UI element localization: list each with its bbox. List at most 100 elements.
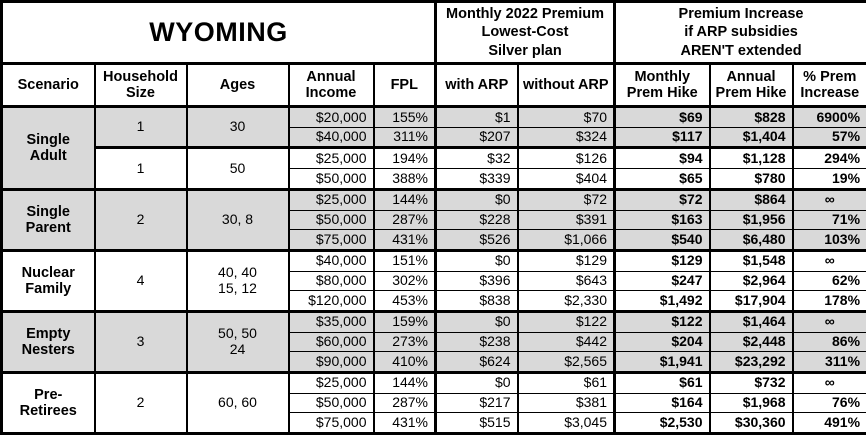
with-arp-cell: $838	[434, 290, 519, 312]
ages-cell: 30	[185, 105, 290, 149]
with-arp-cell: $0	[434, 309, 519, 333]
without-arp-cell: $381	[516, 392, 616, 414]
household-size-cell: 1	[93, 105, 188, 149]
fpl-cell: 144%	[372, 187, 437, 211]
pct-increase-cell: 76%	[791, 392, 866, 414]
pct-increase-cell: ∞	[791, 309, 866, 333]
income-cell: $90,000	[287, 351, 375, 373]
without-arp-cell: $61	[516, 370, 616, 394]
annual-hike-cell: $23,292	[708, 351, 794, 373]
income-cell: $50,000	[287, 209, 375, 231]
annual-hike-cell: $864	[708, 187, 794, 211]
table-row: 1 50 $25,000 194% $32 $126 $94 $1,128 29…	[2, 146, 866, 190]
fpl-cell: 302%	[372, 270, 437, 292]
with-arp-cell: $217	[434, 392, 519, 414]
without-arp-cell: $129	[516, 248, 616, 272]
income-cell: $25,000	[287, 370, 375, 394]
annual-hike-cell: $1,548	[708, 248, 794, 272]
without-arp-cell: $126	[516, 146, 616, 170]
scenario-cell: Single Adult	[0, 106, 96, 190]
table-row: Pre- Retirees 2 60, 60 $25,000 144% $0 $…	[0, 370, 866, 435]
pct-increase-cell: ∞	[791, 370, 866, 394]
with-arp-cell: $207	[434, 126, 519, 149]
annual-hike-cell: $828	[708, 106, 794, 128]
table-row: $50,000 287% $217 $381 $164 $1,968 76%	[2, 392, 866, 414]
household-size-cell: 1	[93, 146, 188, 190]
fpl-cell: 144%	[372, 370, 437, 394]
col-header-scenario: Scenario	[0, 63, 96, 108]
with-arp-cell: $228	[434, 209, 519, 231]
table-row: $50,000 287% $228 $391 $163 $1,956 71%	[2, 209, 866, 231]
with-arp-cell: $339	[434, 168, 519, 190]
fpl-cell: 311%	[372, 126, 437, 149]
income-cell: $120,000	[287, 290, 375, 312]
pct-increase-cell: ∞	[791, 187, 866, 211]
col-header-monthly-hike: Monthly Prem Hike	[613, 63, 711, 108]
without-arp-cell: $643	[516, 270, 616, 292]
pct-increase-cell: 178%	[791, 290, 866, 312]
monthly-hike-cell: $163	[613, 209, 711, 231]
annual-hike-cell: $1,128	[708, 146, 794, 170]
col-header-without-arp: without ARP	[516, 63, 616, 108]
annual-hike-cell: $30,360	[708, 412, 794, 434]
table-row: Empty Nesters 3 50, 50 24 $35,000 159% $…	[0, 309, 866, 373]
table-row: $80,000 302% $396 $643 $247 $2,964 62%	[2, 270, 866, 292]
scenario-cell: Pre- Retirees	[0, 370, 96, 435]
fpl-cell: 273%	[372, 331, 437, 353]
table-row: $50,000 388% $339 $404 $65 $780 19%	[2, 168, 866, 190]
annual-hike-cell: $1,968	[708, 392, 794, 414]
annual-hike-cell: $17,904	[708, 290, 794, 312]
table-row: $75,000 431% $515 $3,045 $2,530 $30,360 …	[2, 412, 866, 434]
income-cell: $25,000	[287, 146, 375, 170]
monthly-hike-cell: $204	[613, 331, 711, 353]
pct-increase-cell: 19%	[791, 168, 866, 190]
income-cell: $60,000	[287, 331, 375, 353]
ages-cell: 30, 8	[185, 187, 290, 251]
table-row: Single Parent 2 30, 8 $25,000 144% $0 $7…	[0, 187, 866, 251]
table-row: Nuclear Family 4 40, 40 15, 12 $40,000 1…	[0, 248, 866, 312]
table-title-band: WYOMING Monthly 2022 Premium Lowest-Cost…	[0, 1, 866, 65]
ages-cell: 50, 50 24	[185, 309, 290, 373]
household-size-cell: 3	[93, 309, 188, 373]
fpl-cell: 155%	[372, 106, 437, 128]
col-header-with-arp: with ARP	[434, 63, 519, 108]
income-cell: $80,000	[287, 270, 375, 292]
table-row: $40,000 311% $207 $324 $117 $1,404 57%	[2, 126, 866, 149]
monthly-hike-cell: $129	[613, 248, 711, 272]
annual-hike-cell: $2,964	[708, 270, 794, 292]
monthly-hike-cell: $122	[613, 309, 711, 333]
scenario-cell: Single Parent	[0, 187, 96, 251]
col-header-annual-income: Annual Income	[287, 63, 375, 108]
pct-increase-cell: 71%	[791, 209, 866, 231]
without-arp-cell: $1,066	[516, 229, 616, 251]
col-header-pct-increase: % Prem Increase	[791, 63, 866, 108]
household-size-cell: 2	[93, 370, 188, 435]
premium-group-header: Monthly 2022 Premium Lowest-Cost Silver …	[434, 1, 616, 65]
monthly-hike-cell: $1,941	[613, 351, 711, 373]
monthly-hike-cell: $2,530	[613, 412, 711, 434]
table-row: $60,000 273% $238 $442 $204 $2,448 86%	[2, 331, 866, 353]
with-arp-cell: $238	[434, 331, 519, 353]
without-arp-cell: $3,045	[516, 412, 616, 434]
fpl-cell: 194%	[372, 146, 437, 170]
without-arp-cell: $2,565	[516, 351, 616, 373]
monthly-hike-cell: $69	[613, 106, 711, 128]
pct-increase-cell: 86%	[791, 331, 866, 353]
annual-hike-cell: $732	[708, 370, 794, 394]
income-cell: $35,000	[287, 309, 375, 333]
with-arp-cell: $32	[434, 146, 519, 170]
fpl-cell: 453%	[372, 290, 437, 312]
col-header-annual-hike: Annual Prem Hike	[708, 63, 794, 108]
monthly-hike-cell: $247	[613, 270, 711, 292]
income-cell: $40,000	[287, 248, 375, 272]
without-arp-cell: $70	[516, 106, 616, 128]
pct-increase-cell: ∞	[791, 248, 866, 272]
annual-hike-cell: $1,404	[708, 126, 794, 149]
with-arp-cell: $0	[434, 187, 519, 211]
annual-hike-cell: $1,464	[708, 309, 794, 333]
with-arp-cell: $526	[434, 229, 519, 251]
col-header-ages: Ages	[185, 63, 290, 108]
income-cell: $40,000	[287, 126, 375, 149]
income-cell: $75,000	[287, 412, 375, 434]
